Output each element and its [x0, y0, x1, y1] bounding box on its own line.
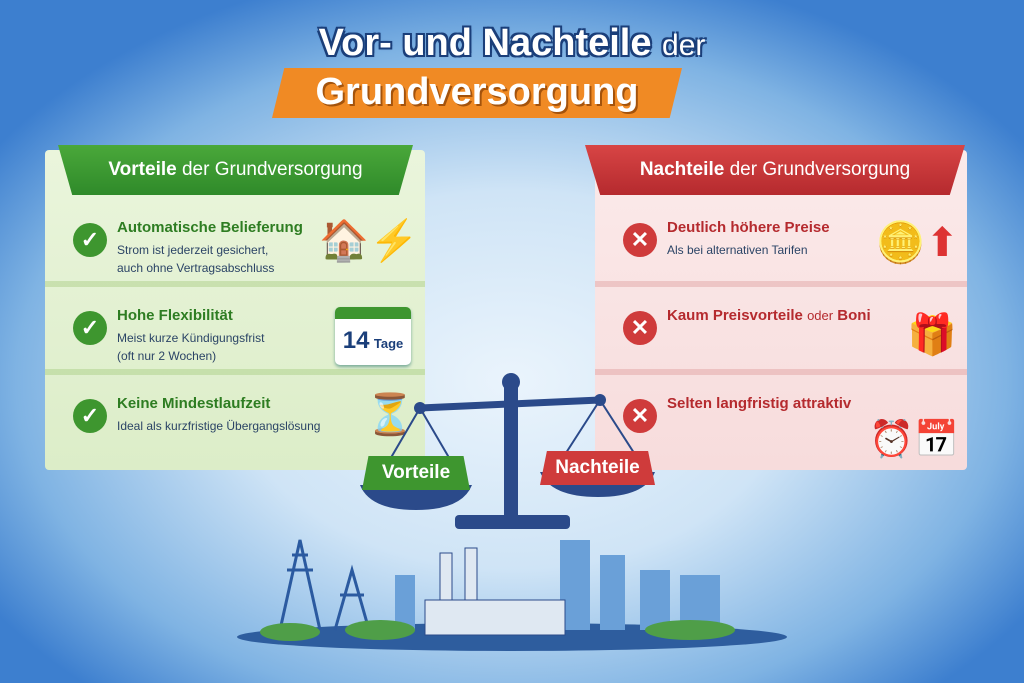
- title-banner: Grundversorgung: [272, 68, 682, 118]
- advantages-panel: ✓ Automatische Belieferung Strom ist jed…: [45, 150, 425, 470]
- disadvantage-item: ✕ Kaum Preisvorteile oder Boni 🎁: [595, 293, 967, 375]
- balance-scale-icon: [360, 373, 655, 529]
- check-icon: ✓: [73, 311, 107, 345]
- item-desc: Strom ist jederzeit gesichert, auch ohne …: [117, 243, 275, 275]
- check-icon: ✓: [73, 399, 107, 433]
- disadvantage-item: ✕ Selten langfristig attraktiv ⏰📅: [595, 381, 967, 463]
- item-desc: Meist kurze Kündigungsfrist (oft nur 2 Wo…: [117, 331, 265, 363]
- advantage-item: ✓ Automatische Belieferung Strom ist jed…: [45, 205, 425, 287]
- disadvantages-header: Nachteile der Grundversorgung: [585, 145, 965, 195]
- item-desc: Als bei alternativen Tarifen: [667, 243, 808, 257]
- scale-label-disadvantages: Nachteile: [540, 451, 655, 485]
- item-title: Automatische Belieferung: [117, 219, 303, 236]
- title-line1: Vor- und Nachteile der: [318, 22, 706, 64]
- x-icon: ✕: [623, 311, 657, 345]
- x-icon: ✕: [623, 223, 657, 257]
- coins-arrows-up-icon: 🪙⬆: [875, 221, 959, 265]
- house-plug-lightning-icon: 🏠⚡: [319, 219, 419, 263]
- item-title: Kaum Preisvorteile oder Boni: [667, 307, 871, 324]
- disadvantages-panel: ✕ Deutlich höhere Preise Als bei alterna…: [595, 150, 967, 470]
- scale-and-city-illustration: [237, 373, 787, 651]
- check-icon: ✓: [73, 223, 107, 257]
- hourglass-icon: ⏳: [365, 393, 415, 437]
- x-icon: ✕: [623, 399, 657, 433]
- item-title: Keine Mindestlaufzeit: [117, 395, 271, 412]
- disadvantage-item: ✕ Deutlich höhere Preise Als bei alterna…: [595, 205, 967, 287]
- clock-calendar-icon: ⏰📅: [869, 418, 959, 459]
- advantage-item: ✓ Hohe Flexibilität Meist kurze Kündigun…: [45, 293, 425, 375]
- item-desc: Ideal als kurzfristige Übergangslösung: [117, 419, 321, 433]
- advantage-item: ✓ Keine Mindestlaufzeit Ideal als kurzfr…: [45, 381, 425, 463]
- item-title: Selten langfristig attraktiv: [667, 395, 852, 412]
- gift-question-icon: 🎁: [907, 313, 957, 357]
- advantages-header: Vorteile der Grundversorgung: [58, 145, 413, 195]
- calendar-icon: 14 Tage: [335, 307, 411, 365]
- item-title: Hohe Flexibilität: [117, 307, 233, 324]
- scale-label-advantages: Vorteile: [362, 456, 470, 490]
- item-title: Deutlich höhere Preise: [667, 219, 830, 236]
